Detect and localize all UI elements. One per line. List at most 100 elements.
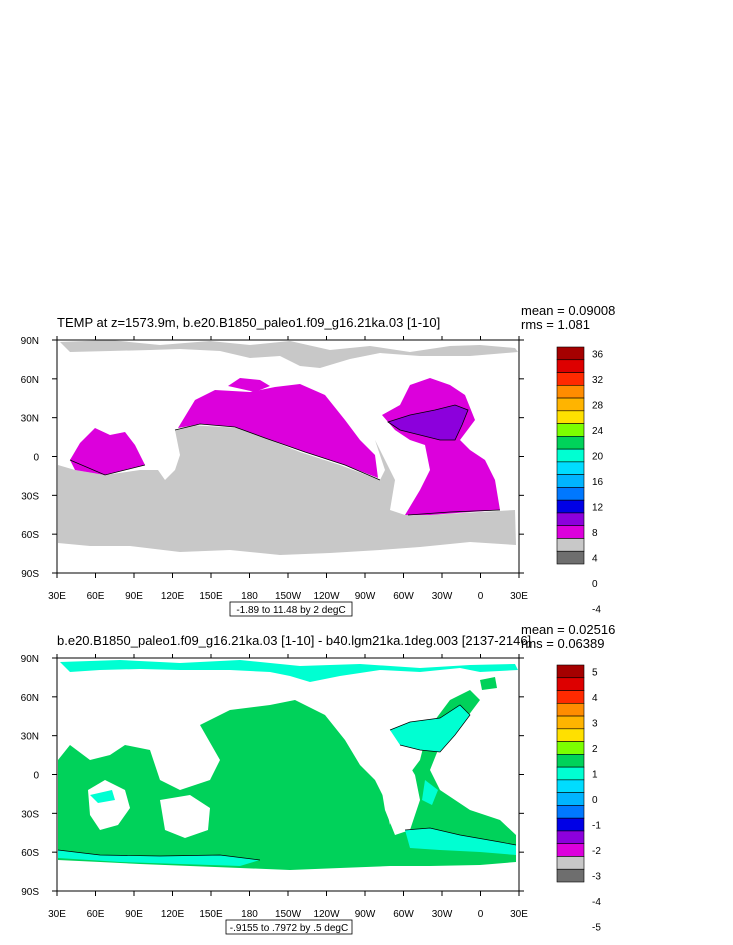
colorbar-swatch [556, 792, 585, 806]
colorbar-swatch [556, 779, 585, 793]
colorbar-swatch [556, 359, 585, 373]
panel1-colorbar [556, 346, 585, 565]
x-tick-label: 120W [313, 591, 340, 602]
x-tick-label: 0 [478, 909, 484, 920]
x-tick-label: 30E [510, 591, 528, 602]
colorbar-swatch [556, 448, 585, 463]
colorbar-swatch [556, 512, 585, 527]
panel2-mean: mean = 0.02516 [521, 622, 615, 637]
panel1-map-field [58, 340, 518, 555]
colorbar-label: -5 [592, 923, 601, 934]
x-tick-label: 90W [355, 909, 376, 920]
colorbar-label: 20 [592, 452, 604, 463]
colorbar-swatch [556, 677, 585, 691]
colorbar-swatch [556, 702, 585, 717]
panel1-contour-info-box [229, 601, 353, 617]
colorbar-label: -3 [592, 872, 601, 883]
colorbar-label: 36 [592, 349, 604, 360]
x-tick-label: 30E [510, 909, 528, 920]
panel1-title: TEMP at z=1573.9m, b.e20.B1850_paleo1.f0… [57, 315, 440, 330]
x-tick-label: 30E [48, 909, 66, 920]
colorbar-label: 5 [592, 667, 598, 678]
colorbar-swatch [556, 856, 585, 870]
x-tick-label: 180 [241, 909, 258, 920]
panel1-colorbar-labels: 36 32 28 24 20 16 12 8 4 0 -4 [592, 349, 604, 615]
colorbar-swatch [556, 843, 585, 857]
x-tick-label: 30W [432, 591, 453, 602]
colorbar-swatch [556, 487, 585, 501]
colorbar-label: 0 [592, 795, 598, 806]
colorbar-swatch [556, 805, 585, 819]
colorbar-label: 4 [592, 554, 598, 565]
panel2-contour-info: -.9155 to .7972 by .5 degC [230, 923, 348, 934]
colorbar-label: -1 [592, 821, 601, 832]
colorbar-label: 24 [592, 426, 604, 437]
x-tick-label: 180 [241, 591, 258, 602]
colorbar-swatch [556, 538, 585, 552]
x-tick-label: 90W [355, 591, 376, 602]
x-tick-label: 150W [275, 591, 302, 602]
colorbar-label: 3 [592, 718, 598, 729]
panel1-rms: rms = 1.081 [521, 317, 590, 332]
panel2-x-axis: 30E 60E 90E 120E 150E 180 150W 120W 90W 60W 30W 0 30… [48, 654, 528, 920]
panel2-colorbar [556, 664, 585, 883]
x-tick-label: 60E [87, 909, 105, 920]
colorbar-swatch [556, 766, 585, 781]
x-tick-label: 90E [125, 909, 143, 920]
y-tick-label: 90N [21, 336, 39, 347]
y-tick-label: 60N [21, 693, 39, 704]
colorbar-swatch [556, 715, 585, 730]
colorbar-swatch [556, 868, 585, 883]
x-tick-label: 120E [161, 591, 185, 602]
colorbar-swatch [556, 384, 585, 399]
colorbar-label: 12 [592, 503, 604, 514]
colorbar-swatch [556, 664, 585, 679]
x-tick-label: 90E [125, 591, 143, 602]
x-tick-label: 150E [199, 591, 223, 602]
y-tick-label: 90S [21, 569, 39, 580]
colorbar-swatch [556, 525, 585, 539]
x-tick-label: 60W [393, 591, 414, 602]
colorbar-label: 0 [592, 579, 598, 590]
panel-bottom: b.e20.B1850_paleo1.f09_g16.21ka.03 [1-10… [21, 622, 615, 935]
colorbar-label: 28 [592, 400, 604, 411]
colorbar-swatch [556, 728, 585, 742]
panel2-y-axis: 90N 60N 30N 0 30S 60S 90S [21, 654, 524, 898]
colorbar-swatch [556, 423, 585, 437]
panel1-contour-info: -1.89 to 11.48 by 2 degC [236, 605, 345, 616]
colorbar-label: 8 [592, 528, 598, 539]
panel-top: TEMP at z=1573.9m, b.e20.B1850_paleo1.f0… [21, 303, 615, 617]
colorbar-swatch [556, 690, 585, 704]
x-tick-label: 120E [161, 909, 185, 920]
colorbar-swatch [556, 461, 585, 475]
colorbar-swatch [556, 436, 585, 450]
colorbar-label: 4 [592, 693, 598, 704]
y-tick-label: 30N [21, 414, 39, 425]
colorbar-label: -4 [592, 897, 601, 908]
colorbar-swatch [556, 830, 585, 845]
colorbar-swatch [556, 346, 585, 361]
colorbar-swatch [556, 397, 585, 412]
panel2-contour-info-box [225, 919, 353, 935]
colorbar-swatch [556, 754, 585, 768]
y-tick-label: 60S [21, 848, 39, 859]
colorbar-label: 2 [592, 744, 598, 755]
panel1-mean: mean = 0.09008 [521, 303, 615, 318]
y-tick-label: 60N [21, 375, 39, 386]
x-tick-label: 60W [393, 909, 414, 920]
x-tick-label: 60E [87, 591, 105, 602]
panel1-y-axis: 90N 60N 30N 0 30S 60S 90S [21, 336, 524, 580]
x-tick-label: 120W [313, 909, 340, 920]
y-tick-label: 60S [21, 530, 39, 541]
colorbar-swatch [556, 372, 585, 386]
colorbar-label: 1 [592, 770, 598, 781]
colorbar-swatch [556, 499, 585, 514]
colorbar-swatch [556, 474, 585, 488]
panel2-map-field [57, 660, 518, 870]
y-tick-label: 30N [21, 732, 39, 743]
colorbar-swatch [556, 741, 585, 755]
colorbar-swatch [556, 410, 585, 424]
panel1-x-axis: 30E 60E 90E 120E 150E 180 150W 120W 90W 60W 30W 0 30… [48, 336, 528, 602]
colorbar-label: -4 [592, 605, 601, 616]
